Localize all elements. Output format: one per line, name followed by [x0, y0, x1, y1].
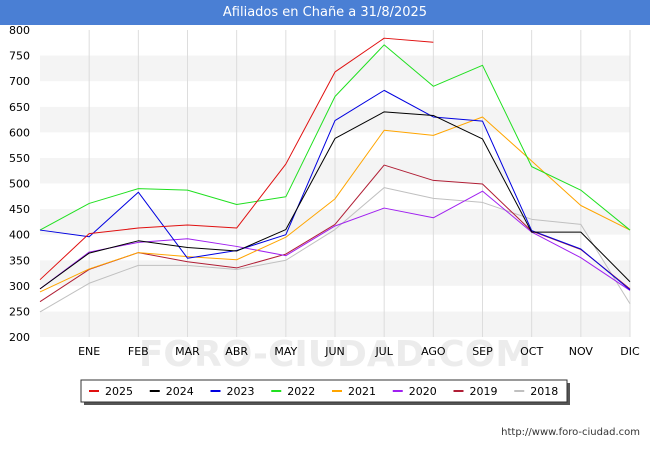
- x-tick-label: MAR: [175, 345, 200, 358]
- vertical-gridlines: [88, 30, 631, 337]
- x-tick-label: MAY: [274, 345, 297, 358]
- y-tick-label: 650: [9, 101, 30, 114]
- legend-box: [80, 379, 568, 403]
- y-tick-label: 750: [9, 50, 30, 63]
- watermark-text: FORO-CIUDAD.COM: [139, 334, 531, 375]
- series-line-2018: [39, 187, 631, 313]
- y-tick-label: 700: [9, 75, 30, 88]
- legend-label-2022: 2022: [287, 385, 315, 398]
- x-tick-label: JUN: [324, 345, 345, 358]
- legend-label-2024: 2024: [166, 385, 194, 398]
- x-tick-label: AGO: [421, 345, 446, 358]
- source-url[interactable]: http://www.foro-ciudad.com: [501, 427, 640, 438]
- x-tick-label: DIC: [620, 345, 640, 358]
- y-tick-label: 300: [9, 280, 30, 293]
- x-tick-label: NOV: [569, 345, 594, 358]
- x-tick-label: FEB: [128, 345, 149, 358]
- series-line-2025: [39, 37, 434, 281]
- x-tick-label: ABR: [225, 345, 248, 358]
- series-line-2022: [39, 44, 631, 231]
- series-line-2021: [39, 116, 631, 293]
- legend-label-2023: 2023: [227, 385, 255, 398]
- watermark-layer: FORO-CIUDAD.COM: [139, 334, 531, 375]
- series-layer: [39, 37, 631, 313]
- x-tick-label: JUL: [374, 345, 393, 358]
- legend-label-2018: 2018: [530, 385, 558, 398]
- x-tick-label: SEP: [472, 345, 493, 358]
- series-line-2024: [39, 111, 631, 290]
- x-tick-label: ENE: [78, 345, 100, 358]
- legend-label-2021: 2021: [348, 385, 376, 398]
- y-tick-label: 550: [9, 152, 30, 165]
- y-tick-label: 350: [9, 254, 30, 267]
- series-line-2023: [39, 89, 631, 291]
- y-tick-label: 200: [9, 331, 30, 344]
- legend-label-2019: 2019: [470, 385, 498, 398]
- legend-label-2025: 2025: [105, 385, 133, 398]
- x-tick-label: OCT: [520, 345, 543, 358]
- y-tick-label: 400: [9, 229, 30, 242]
- x-axis-ticks: ENE FEB MAR ABR MAY JUN JUL AGO SEP OCT NOV DIC: [78, 345, 640, 358]
- y-axis-ticks: 200 250 300 350 400 450 500 550 600 650 700 750 800: [9, 24, 30, 344]
- y-tick-label: 450: [9, 203, 30, 216]
- legend: 2025 2024 2023 2022 2021 2020 2019 2018: [80, 379, 570, 405]
- chart-title: Afiliados en Chañe a 31/8/2025: [0, 0, 650, 25]
- y-tick-label: 500: [9, 178, 30, 191]
- y-tick-label: 600: [9, 126, 30, 139]
- y-tick-label: 800: [9, 24, 30, 37]
- legend-label-2020: 2020: [409, 385, 437, 398]
- y-tick-label: 250: [9, 305, 30, 318]
